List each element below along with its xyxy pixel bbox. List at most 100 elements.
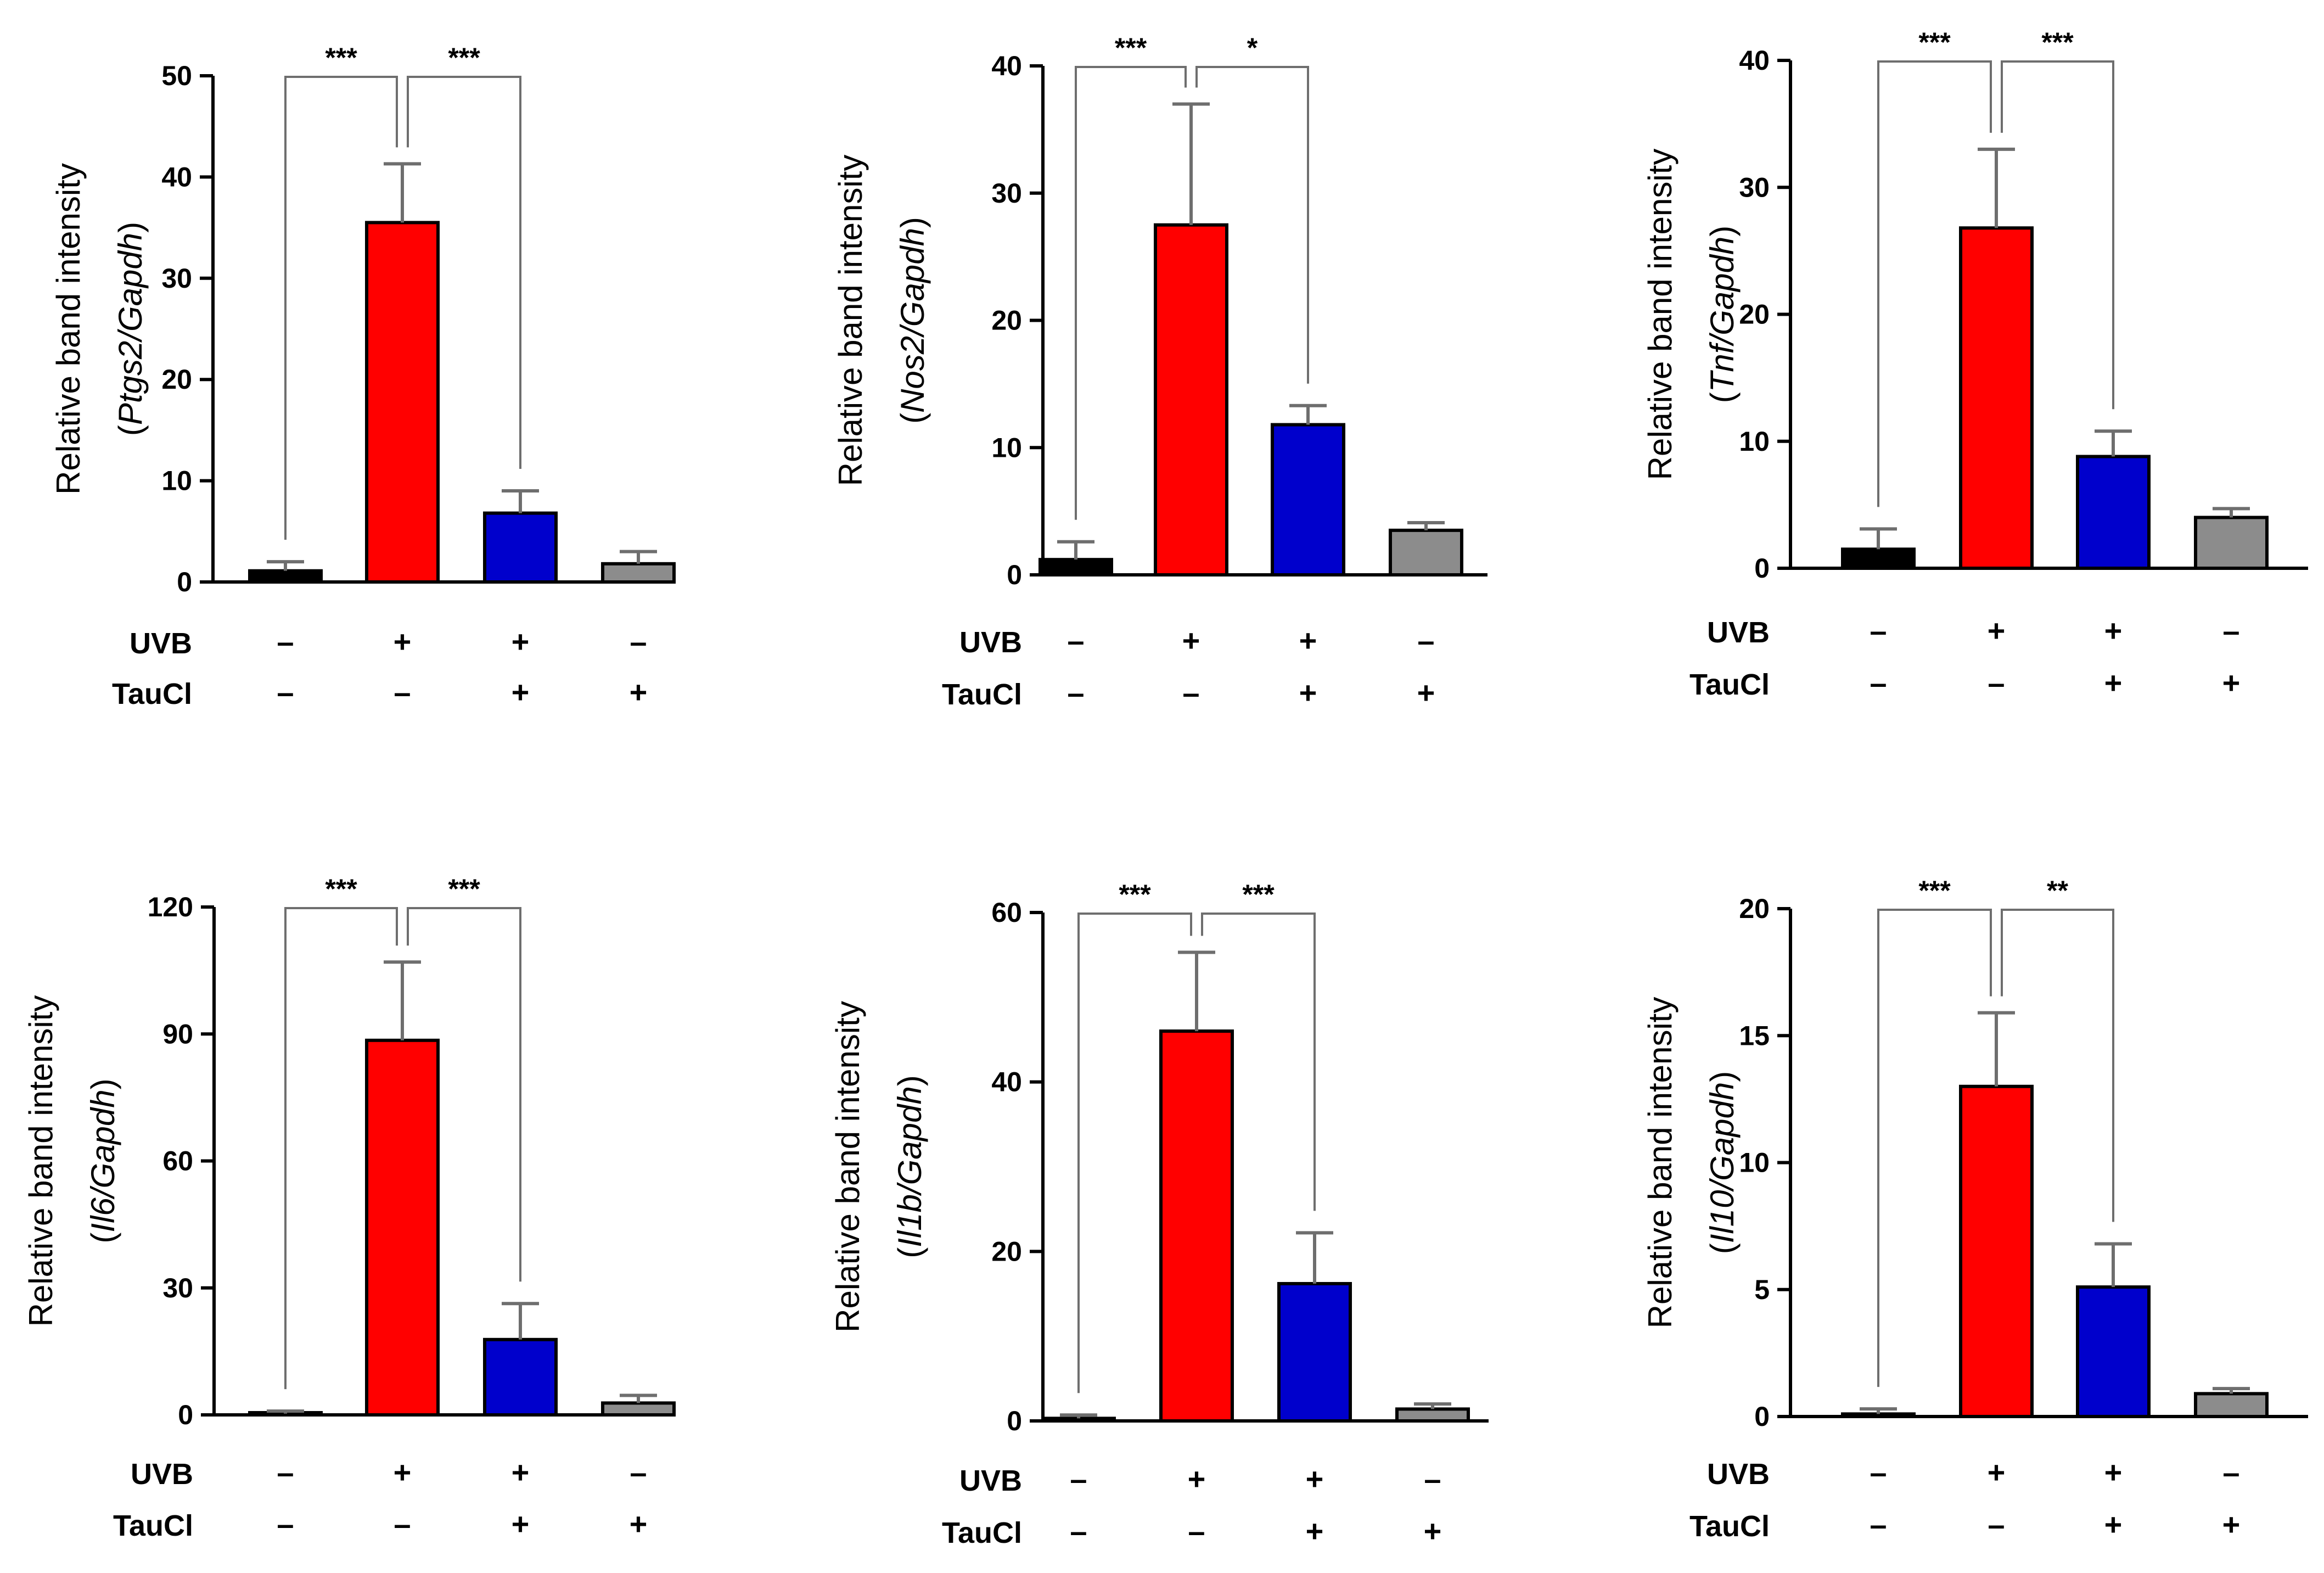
- paren-open: (: [1704, 392, 1741, 403]
- y-tick-label: 30: [162, 1273, 193, 1303]
- bar-uvb: [1959, 226, 2034, 570]
- taucl-sign: +: [1306, 1514, 1324, 1548]
- significance-label: ***: [1918, 875, 1951, 906]
- bar-uvb-taucl: [483, 1337, 558, 1417]
- paren-open: (: [891, 1247, 928, 1258]
- taucl-sign: +: [1299, 675, 1317, 710]
- uvb-row-label: UVB: [959, 626, 1022, 659]
- significance-label: **: [2047, 875, 2068, 906]
- y-tick-label: 30: [1739, 172, 1770, 203]
- y-tick-label: 60: [991, 897, 1022, 928]
- taucl-sign: –: [1067, 675, 1084, 710]
- y-tick-label: 40: [1739, 45, 1770, 76]
- taucl-row-label: TauCl: [113, 1509, 193, 1542]
- bar-taucl: [601, 1401, 676, 1417]
- gene-name: Tnf/Gapdh: [1704, 237, 1741, 393]
- bar-taucl: [601, 562, 676, 584]
- bar-control: [1841, 547, 1916, 570]
- y-axis-label: Relative band intensity: [1642, 997, 1679, 1329]
- y-tick-label: 0: [1007, 559, 1022, 590]
- bar-uvb-taucl: [483, 511, 558, 584]
- y-axis-gene-label: (Tnf/Gapdh): [1704, 226, 1741, 403]
- paren-close: ): [112, 222, 149, 233]
- y-tick-label: 60: [162, 1146, 193, 1177]
- gene-name: Il6/Gapdh: [85, 1089, 121, 1232]
- uvb-row-label: UVB: [959, 1464, 1022, 1497]
- uvb-sign: +: [1988, 1455, 2006, 1490]
- y-axis-gene-label: (Il10/Gapdh): [1704, 1071, 1741, 1255]
- uvb-row-label: UVB: [1707, 1458, 1770, 1491]
- significance-label: ***: [448, 42, 480, 73]
- significance-bracket: [2001, 909, 2114, 1222]
- taucl-sign: –: [1182, 675, 1199, 710]
- uvb-sign: –: [1424, 1462, 1441, 1496]
- y-tick-label: 40: [161, 161, 192, 192]
- gene-name: Il1b/Gapdh: [891, 1086, 928, 1247]
- uvb-sign: –: [1870, 613, 1887, 648]
- y-axis-gene-label: (Nos2/Gapdh): [894, 217, 931, 424]
- gene-name: Nos2/Gapdh: [894, 228, 931, 413]
- uvb-sign: +: [512, 1455, 530, 1490]
- bar-uvb: [1959, 1084, 2034, 1418]
- taucl-sign: +: [512, 1507, 530, 1541]
- uvb-sign: +: [394, 624, 412, 659]
- y-tick-label: 10: [161, 466, 192, 496]
- taucl-sign: +: [2222, 1507, 2241, 1542]
- y-tick-label: 30: [161, 263, 192, 294]
- uvb-row-label: UVB: [1707, 616, 1770, 649]
- uvb-sign: –: [277, 1455, 294, 1490]
- y-tick-label: 20: [1739, 893, 1770, 924]
- bar-taucl: [1389, 528, 1463, 577]
- taucl-sign: +: [2104, 1507, 2123, 1542]
- y-tick-label: 10: [1739, 1147, 1770, 1178]
- significance-bracket: [407, 76, 521, 469]
- bar-uvb-taucl: [2076, 1285, 2151, 1418]
- uvb-sign: +: [1188, 1462, 1206, 1496]
- uvb-sign: +: [1988, 613, 2006, 648]
- paren-close: ): [1704, 226, 1741, 237]
- taucl-sign: +: [2222, 665, 2241, 700]
- taucl-sign: +: [1424, 1514, 1442, 1548]
- taucl-sign: +: [630, 675, 648, 709]
- uvb-sign: +: [1299, 623, 1317, 658]
- bar-control: [1038, 558, 1113, 577]
- uvb-sign: +: [1182, 623, 1200, 658]
- uvb-row-label: UVB: [130, 627, 192, 660]
- paren-open: (: [1704, 1243, 1741, 1254]
- uvb-sign: –: [1417, 623, 1434, 658]
- significance-label: ***: [2041, 27, 2074, 58]
- bar-uvb: [365, 1038, 440, 1417]
- y-tick-label: 20: [1739, 299, 1770, 330]
- significance-label: ***: [1242, 879, 1275, 910]
- paren-open: (: [112, 425, 149, 436]
- paren-close: ): [894, 217, 931, 228]
- uvb-sign: +: [394, 1455, 412, 1490]
- chart-panel-3: 0 10 20 30 40 Relative band intensity (Tnf/Gap…: [1642, 27, 2308, 701]
- uvb-sign: +: [1306, 1462, 1324, 1496]
- uvb-sign: –: [630, 1455, 647, 1490]
- paren-close: ): [1704, 1071, 1741, 1082]
- significance-bracket: [284, 907, 398, 1390]
- y-tick-label: 20: [991, 305, 1022, 336]
- y-tick-label: 120: [148, 892, 193, 922]
- taucl-row-label: TauCl: [1689, 1510, 1770, 1543]
- bar-uvb-taucl: [1277, 1281, 1352, 1423]
- chart-panel-1: 0 10 20 30 40 50 Relative band intensity (Ptgs2…: [50, 42, 676, 710]
- uvb-sign: –: [2222, 613, 2239, 648]
- uvb-sign: +: [2104, 613, 2123, 648]
- taucl-row-label: TauCl: [942, 678, 1022, 711]
- chart-panel-5: 0 20 40 60 Relative band intensity (Il1b/Gapd…: [829, 879, 1489, 1549]
- significance-bracket: [1201, 913, 1316, 1211]
- gene-name: Il10/Gapdh: [1704, 1082, 1741, 1244]
- significance-bracket: [2001, 60, 2114, 410]
- taucl-sign: +: [2104, 665, 2123, 700]
- y-tick-label: 20: [161, 364, 192, 395]
- significance-bracket: [1877, 60, 1992, 507]
- y-tick-label: 10: [1739, 426, 1770, 457]
- taucl-sign: –: [1988, 665, 2005, 700]
- taucl-sign: –: [394, 675, 411, 709]
- significance-label: ***: [1115, 32, 1147, 63]
- y-tick-label: 0: [178, 1400, 193, 1430]
- bar-control: [1041, 1417, 1116, 1423]
